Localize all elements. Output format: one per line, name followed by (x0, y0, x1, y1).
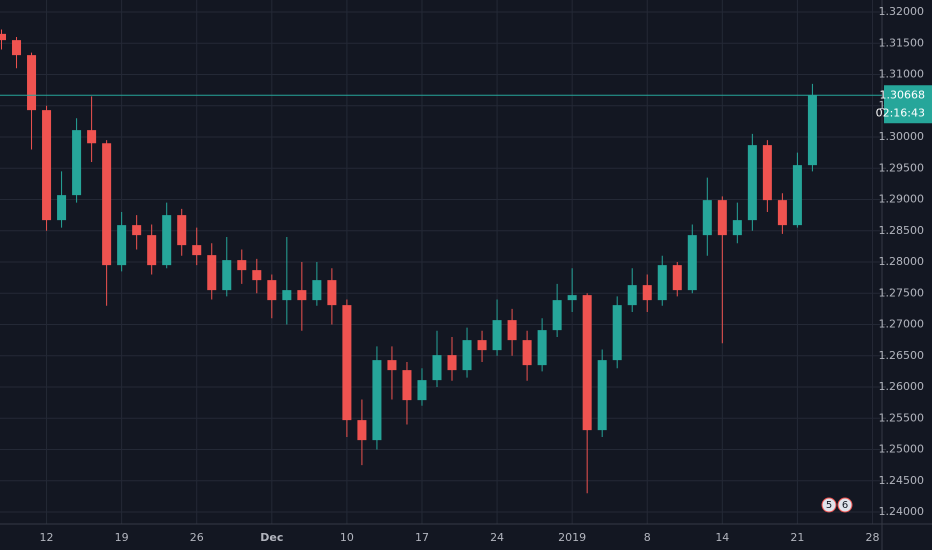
candle-body (702, 200, 712, 236)
x-tick-label: 10 (340, 531, 354, 544)
candle-body (282, 290, 292, 301)
candle-body (252, 270, 262, 281)
event-flag (821, 497, 837, 513)
candle-body (267, 280, 277, 301)
candle-body (477, 340, 487, 351)
candle-body (177, 215, 187, 246)
candle-body (522, 340, 532, 366)
y-tick-label: 1.31000 (879, 68, 925, 81)
event-count: 6 (842, 500, 848, 511)
x-tick-label: 21 (790, 531, 804, 544)
candle-body (747, 145, 757, 221)
last-price-label: 1.30668 (880, 88, 926, 101)
candle-body (27, 55, 37, 111)
candle-body (402, 370, 412, 401)
candle-body (327, 280, 337, 306)
x-tick-label: 14 (715, 531, 729, 544)
candle-body (12, 40, 22, 56)
candle-body (0, 33, 7, 41)
candle-body (357, 420, 367, 441)
candle-body (792, 165, 802, 226)
candle-body (537, 330, 547, 366)
candle-body (312, 280, 322, 301)
candle-body (717, 200, 727, 236)
x-tick-label: 12 (40, 531, 54, 544)
candle-body (342, 305, 352, 421)
countdown-label: 02:16:43 (876, 106, 925, 119)
candle-body (777, 200, 787, 226)
candle-body (762, 145, 772, 201)
candle-body (57, 195, 67, 221)
y-tick-label: 1.26500 (879, 349, 925, 362)
x-tick-label: 19 (115, 531, 129, 544)
candle-body (642, 285, 652, 301)
x-tick-label: Dec (260, 531, 283, 544)
y-tick-label: 1.30000 (879, 130, 925, 143)
candle-body (102, 143, 112, 266)
candle-body (807, 95, 817, 166)
candle-body (207, 255, 217, 291)
candle-body (387, 360, 397, 371)
candle-body (462, 340, 472, 371)
y-tick-label: 1.26000 (879, 380, 925, 393)
candle-body (597, 360, 607, 431)
x-tick-label: 26 (190, 531, 204, 544)
candle-body (117, 225, 127, 266)
y-tick-label: 1.25000 (879, 443, 925, 456)
y-tick-label: 1.31500 (879, 36, 925, 49)
candle-body (627, 285, 637, 306)
candle-body (657, 265, 667, 301)
y-tick-label: 1.28000 (879, 255, 925, 268)
y-tick-label: 1.27000 (879, 318, 925, 331)
y-tick-label: 1.25500 (879, 411, 925, 424)
candle-body (612, 305, 622, 361)
candle-body (417, 380, 427, 401)
y-tick-label: 1.27500 (879, 286, 925, 299)
candle-body (567, 295, 577, 301)
candle-body (687, 235, 697, 291)
candle-body (87, 130, 97, 144)
x-tick-label: 17 (415, 531, 429, 544)
candle-body (582, 295, 592, 431)
y-tick-label: 1.32000 (879, 5, 925, 18)
candle-body (192, 245, 202, 256)
candle-body (372, 360, 382, 441)
y-tick-label: 1.29000 (879, 193, 925, 206)
candle-body (507, 320, 517, 341)
x-tick-label: 2019 (558, 531, 586, 544)
x-tick-label: 8 (644, 531, 651, 544)
candle-body (237, 260, 247, 271)
x-tick-label: 28 (865, 531, 879, 544)
y-tick-label: 1.24500 (879, 474, 925, 487)
x-tick-label: 24 (490, 531, 504, 544)
y-tick-label: 1.24000 (879, 505, 925, 518)
candle-body (42, 110, 52, 221)
candle-body (672, 265, 682, 291)
candle-body (162, 215, 172, 266)
candle-body (297, 290, 307, 301)
candle-body (222, 260, 232, 291)
y-tick-label: 1.28500 (879, 224, 925, 237)
candle-body (132, 225, 142, 236)
candle-body (552, 300, 562, 331)
y-tick-label: 1.29500 (879, 161, 925, 174)
event-count: 5 (826, 500, 832, 511)
candle-body (732, 220, 742, 236)
candle-body (432, 355, 442, 381)
candle-body (72, 130, 82, 196)
candle-body (492, 320, 502, 351)
event-flag (837, 497, 853, 513)
last-price-box (884, 85, 932, 124)
candle-body (447, 355, 457, 371)
candle-body (147, 235, 157, 266)
